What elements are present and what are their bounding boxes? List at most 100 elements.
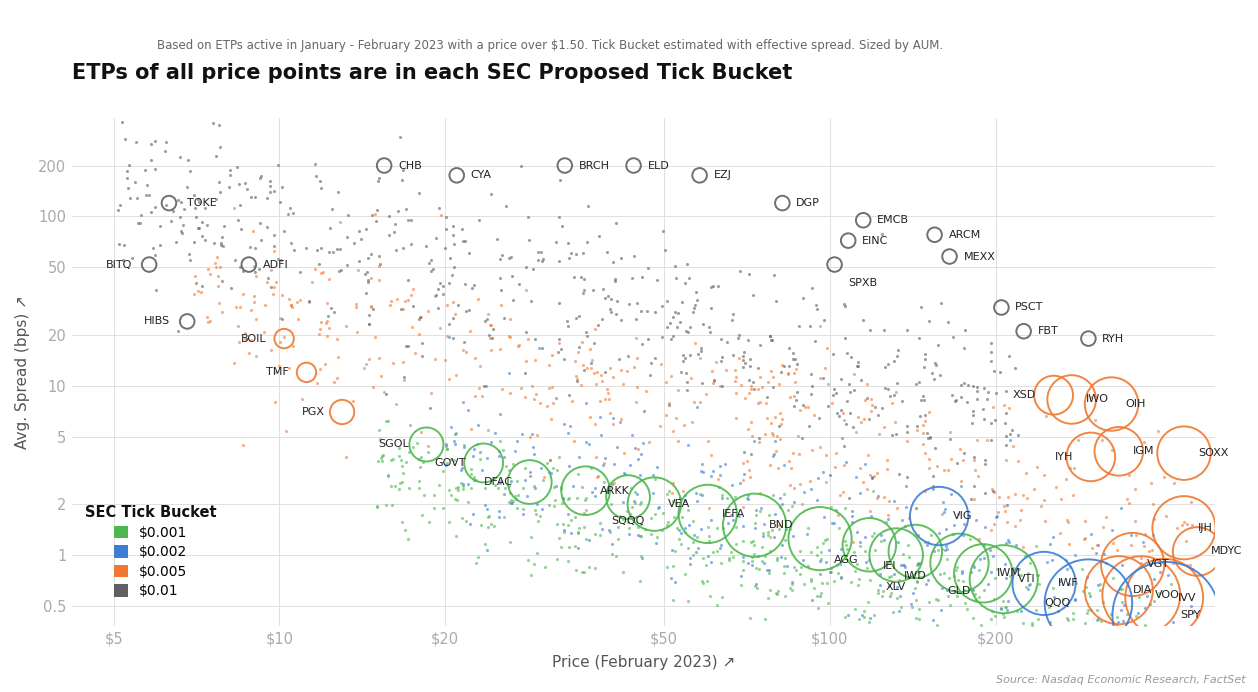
Point (632, 338, 652, 349)
Point (794, 579, 814, 590)
Point (772, 539, 793, 550)
Point (681, 349, 701, 361)
Point (508, 340, 528, 352)
Point (672, 511, 692, 522)
Point (742, 430, 762, 441)
Point (1037, 556, 1057, 567)
Point (777, 504, 798, 516)
Point (531, 247, 551, 258)
Point (255, 300, 276, 311)
Point (660, 334, 681, 345)
Point (411, 311, 431, 322)
Point (1010, 606, 1030, 617)
Text: IWD: IWD (905, 571, 927, 581)
Point (145, 201, 165, 212)
Point (551, 484, 571, 495)
Point (662, 370, 682, 381)
Point (260, 181, 281, 192)
Point (283, 208, 303, 219)
Point (784, 367, 804, 379)
Point (463, 450, 483, 462)
Point (925, 442, 945, 453)
Point (624, 361, 644, 372)
Point (498, 367, 518, 379)
Point (937, 585, 957, 596)
Point (894, 559, 915, 570)
Text: PSCT: PSCT (1015, 302, 1044, 313)
Point (944, 519, 964, 530)
Point (478, 521, 498, 532)
Point (838, 235, 858, 246)
Point (418, 446, 438, 457)
Point (770, 407, 790, 418)
Point (359, 309, 379, 320)
Point (789, 448, 809, 459)
Point (591, 370, 611, 381)
Point (996, 408, 1016, 419)
Point (520, 471, 540, 482)
Point (445, 308, 465, 319)
Point (1059, 538, 1079, 549)
Point (692, 577, 712, 588)
Point (696, 559, 716, 570)
Point (533, 474, 554, 485)
Point (1144, 596, 1164, 607)
Point (732, 475, 752, 486)
Point (899, 512, 920, 523)
Point (219, 165, 239, 176)
Point (733, 361, 754, 372)
Point (689, 353, 710, 364)
Point (564, 272, 584, 283)
Point (239, 259, 259, 270)
Point (589, 320, 609, 331)
Point (1077, 572, 1097, 583)
Point (828, 509, 848, 520)
Point (369, 352, 389, 363)
Point (482, 333, 502, 344)
Point (1088, 580, 1108, 591)
Point (327, 372, 347, 383)
Point (800, 576, 820, 587)
Point (1087, 615, 1107, 626)
Point (809, 412, 829, 424)
Point (605, 273, 625, 284)
Point (998, 535, 1018, 546)
Point (619, 522, 639, 534)
Point (492, 249, 512, 260)
Point (818, 378, 838, 389)
Point (460, 468, 481, 480)
Point (816, 578, 837, 589)
Point (1115, 599, 1135, 610)
Point (926, 360, 946, 371)
Point (889, 590, 910, 601)
Point (931, 509, 951, 520)
Point (430, 322, 450, 334)
Point (606, 308, 626, 319)
Point (710, 469, 730, 480)
Point (242, 191, 262, 202)
Point (325, 376, 345, 388)
Point (453, 481, 473, 492)
Point (655, 376, 676, 388)
Point (1087, 539, 1107, 550)
Point (781, 579, 801, 590)
Point (643, 470, 663, 481)
Point (281, 238, 301, 249)
Point (269, 197, 289, 208)
Point (745, 522, 765, 534)
Point (336, 320, 356, 331)
Point (766, 445, 786, 456)
Point (481, 319, 501, 330)
Point (309, 363, 330, 374)
Point (585, 491, 605, 502)
Point (244, 261, 264, 272)
Text: OIH: OIH (1126, 399, 1146, 409)
Point (569, 341, 589, 352)
Point (361, 248, 381, 260)
Point (850, 541, 871, 552)
Point (956, 396, 976, 407)
Point (1149, 425, 1169, 436)
Point (1040, 538, 1060, 549)
Point (145, 163, 165, 174)
Point (892, 601, 912, 612)
